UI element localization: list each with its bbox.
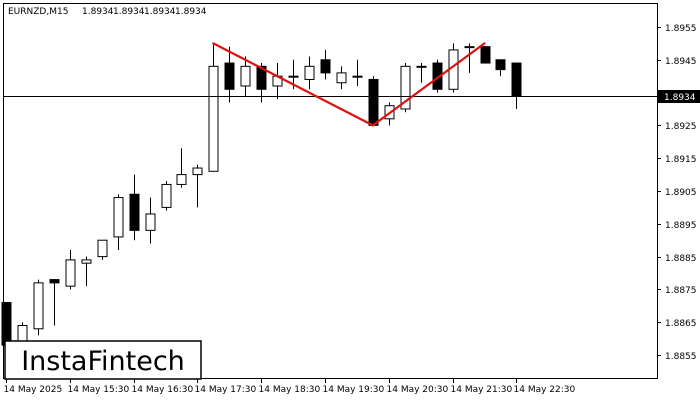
candle [176,148,187,188]
x-tick-label: 14 May 19:30 [323,385,385,395]
pattern-layer [212,42,486,127]
y-tick-label: 1.8915 [665,155,697,165]
candle-body-bear [511,62,522,97]
candle-body-bear [368,78,379,126]
candle-body-bear [320,59,331,74]
candle [495,59,506,77]
y-tick-label: 1.8955 [665,24,697,34]
candle [145,197,156,244]
candle-body-bear [129,193,140,231]
candle-body-bear [256,65,267,90]
ohlc-high: 1.8934 [113,7,145,17]
x-tick-label: 14 May 16:30 [132,385,194,395]
candle [161,181,172,211]
candle [208,43,219,172]
y-tick-label: 1.8875 [665,286,697,296]
candle [352,59,363,87]
x-tick-label: 14 May 22:30 [514,385,576,395]
x-tick-label: 14 May 17:30 [195,385,257,395]
candle [129,174,140,241]
candle-body-bear [49,279,60,284]
candle-body-bull [464,46,475,49]
candle [400,63,411,113]
y-tick-label: 1.8945 [665,57,697,67]
candle [432,59,443,93]
candle-body-bull [240,65,251,87]
x-axis: 14 May 2025 14 May 15:30 14 May 16:30 14 Ma… [4,379,576,395]
y-tick-label: 1.8895 [665,221,697,231]
candle [304,56,315,90]
candle-body-bull [304,65,315,80]
candle [256,63,267,103]
candle-body-bull [17,325,28,343]
y-tick-label: 1.8885 [665,254,697,264]
candle [464,43,475,73]
candle-body-bear [224,62,235,90]
x-tick-label: 14 May 15:30 [68,385,130,395]
candle-body-bull [113,197,124,238]
logo-text: InstaFintech [21,346,185,377]
y-tick-label: 1.8865 [665,319,697,329]
candle-body-bull [33,282,44,330]
candle-body-bull [192,167,203,176]
candle-body-bull [336,72,347,84]
candle [81,256,92,287]
x-tick-label: 14 May 20:30 [387,385,449,395]
candle-body-bear [480,46,491,64]
candle [224,46,235,103]
candle [368,76,379,126]
candle-body-bull [400,65,411,110]
candle-body-bear [432,62,443,90]
candle-body-bull [288,75,299,78]
logo-box [4,340,202,380]
brand-logo: InstaFintech [4,340,202,380]
pattern-line [212,42,374,127]
price-tag-label: 1.8934 [664,93,696,103]
candle [192,164,203,208]
y-axis: 1.8955 1.8945 1.8925 1.8915 1.8905 1.8895 1.88… [657,24,697,362]
candle-body-bull [416,65,427,68]
candle-body-bull [352,75,363,78]
candle [113,194,124,251]
candle [33,279,44,336]
ohlc-close: 1.8934 [175,7,207,17]
candle [97,239,108,260]
x-tick-label: 14 May 18:30 [259,385,321,395]
candle [320,49,331,80]
candle-body-bull [208,65,219,172]
candle [416,63,427,83]
y-tick-label: 1.8925 [665,122,697,132]
candle [511,62,522,109]
symbol-header: EURNZD,M15 [8,7,68,17]
x-tick-label: 14 May 21:30 [451,385,513,395]
candle [336,66,347,90]
pattern-line [371,42,486,127]
candle-body-bull [65,259,76,287]
y-tick-label: 1.8905 [665,188,697,198]
price-tag-background [658,90,700,103]
candle [65,250,76,290]
ohlc-low: 1.8934 [144,7,176,17]
candle [240,56,251,96]
price-tag: 1.8934 [658,90,700,103]
candle-body-bear [495,59,506,71]
candles-layer [1,43,522,349]
candle-body-bull [145,213,156,231]
candle-body-bull [161,183,172,208]
x-tick-label: 14 May 2025 [4,385,63,395]
candle-body-bull [81,259,92,264]
ohlc-open: 1.8934 [82,7,114,17]
candle-body-bull [97,239,108,258]
ohlc-header: 1.8934 1.8934 1.8934 1.8934 [82,7,207,17]
y-tick-label: 1.8855 [665,352,697,362]
candle [49,279,60,326]
candle-body-bull [176,174,187,185]
candle [480,46,491,64]
